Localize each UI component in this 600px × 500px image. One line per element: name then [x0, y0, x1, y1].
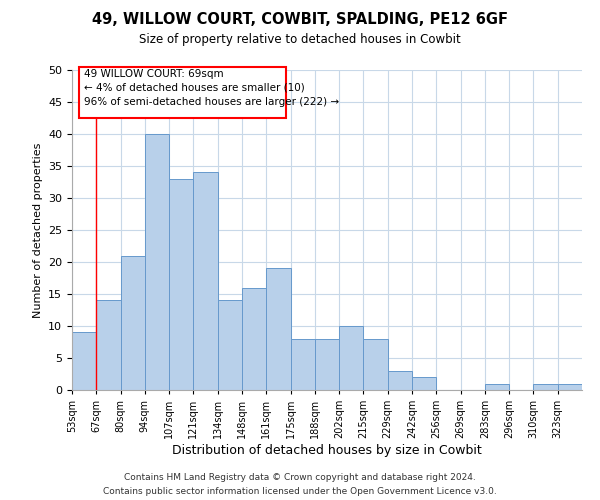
Bar [121, 256, 145, 390]
Text: 49, WILLOW COURT, COWBIT, SPALDING, PE12 6GF: 49, WILLOW COURT, COWBIT, SPALDING, PE12… [92, 12, 508, 28]
Bar [388, 371, 412, 390]
Text: Contains HM Land Registry data © Crown copyright and database right 2024.: Contains HM Land Registry data © Crown c… [124, 473, 476, 482]
Text: Contains public sector information licensed under the Open Government Licence v3: Contains public sector information licen… [103, 486, 497, 496]
Text: 49 WILLOW COURT: 69sqm
← 4% of detached houses are smaller (10)
96% of semi-deta: 49 WILLOW COURT: 69sqm ← 4% of detached … [84, 68, 339, 106]
Bar [315, 339, 339, 390]
X-axis label: Distribution of detached houses by size in Cowbit: Distribution of detached houses by size … [172, 444, 482, 457]
Y-axis label: Number of detached properties: Number of detached properties [32, 142, 43, 318]
Bar [96, 300, 121, 390]
FancyBboxPatch shape [79, 67, 286, 118]
Text: Size of property relative to detached houses in Cowbit: Size of property relative to detached ho… [139, 32, 461, 46]
Bar [169, 179, 193, 390]
Bar [266, 268, 290, 390]
Bar [145, 134, 169, 390]
Bar [72, 332, 96, 390]
Bar [218, 300, 242, 390]
Bar [242, 288, 266, 390]
Bar [485, 384, 509, 390]
Bar [193, 172, 218, 390]
Bar [558, 384, 582, 390]
Bar [412, 377, 436, 390]
Bar [364, 339, 388, 390]
Bar [290, 339, 315, 390]
Bar [339, 326, 364, 390]
Bar [533, 384, 558, 390]
